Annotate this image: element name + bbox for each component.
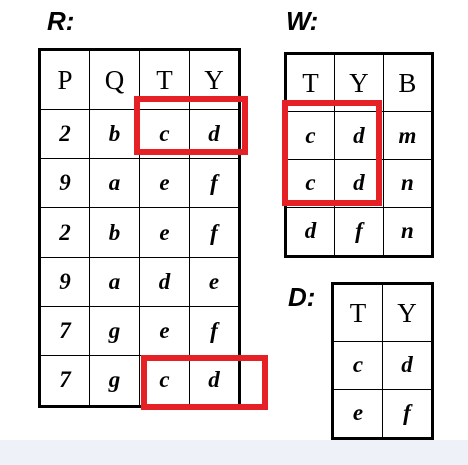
table-cell: f xyxy=(189,305,240,356)
table-header-row: T Y B xyxy=(285,52,434,113)
column-header: T xyxy=(285,52,335,113)
table-cell: c xyxy=(332,341,383,390)
table-cell: e xyxy=(139,207,190,258)
table-cell: a xyxy=(89,256,140,307)
table-cell: d xyxy=(189,109,240,160)
table-cell: 9 xyxy=(39,256,90,307)
column-header: T xyxy=(139,48,190,111)
table-cell: f xyxy=(189,158,240,209)
table-cell: 2 xyxy=(39,207,90,258)
table-cell: 9 xyxy=(39,158,90,209)
table-cell: b xyxy=(89,109,140,160)
table-cell: g xyxy=(89,305,140,356)
table-header-row: T Y xyxy=(332,282,433,343)
relation-w-label: W: xyxy=(286,6,319,36)
column-header: P xyxy=(39,48,90,111)
table-row: c d m xyxy=(285,111,434,160)
background-band xyxy=(0,440,468,465)
table-cell: e xyxy=(139,305,190,356)
table-cell: a xyxy=(89,158,140,209)
column-header: B xyxy=(382,52,434,113)
table-cell: f xyxy=(333,206,384,258)
relation-r-label: R: xyxy=(47,6,75,36)
table-cell: 7 xyxy=(39,305,90,356)
table-cell: 2 xyxy=(39,109,90,160)
table-cell: d xyxy=(285,206,335,258)
table-row: d f n xyxy=(285,206,434,258)
table-row: c d xyxy=(332,341,433,390)
table-cell: d xyxy=(189,354,240,408)
table-cell: d xyxy=(333,111,384,160)
table-cell: 7 xyxy=(39,354,90,408)
relation-w-table: T Y B c d m c d n d f n xyxy=(284,52,434,258)
table-cell: b xyxy=(89,207,140,258)
relation-r-table: P Q T Y 2 b c d 9 a e f 2 b e f 9 a d e … xyxy=(38,48,241,408)
table-cell: g xyxy=(89,354,140,408)
column-header: T xyxy=(332,282,383,343)
column-header: Y xyxy=(189,48,240,111)
table-row: 2 b c d xyxy=(39,109,240,160)
table-cell: e xyxy=(332,388,383,440)
table-cell: d xyxy=(333,158,384,208)
column-header: Q xyxy=(89,48,140,111)
table-row: e f xyxy=(332,388,433,440)
table-row: 9 a e f xyxy=(39,158,240,209)
relation-d-table: T Y c d e f xyxy=(331,282,434,440)
table-cell: d xyxy=(382,341,433,390)
column-header: Y xyxy=(382,282,433,343)
table-cell: c xyxy=(285,158,335,208)
table-cell: f xyxy=(382,388,433,440)
table-cell: n xyxy=(382,206,434,258)
table-row: c d n xyxy=(285,158,434,208)
table-row: 9 a d e xyxy=(39,256,240,307)
table-row: 7 g e f xyxy=(39,305,240,356)
table-cell: c xyxy=(139,109,190,160)
table-cell: c xyxy=(139,354,190,408)
table-cell: e xyxy=(139,158,190,209)
table-row: 2 b e f xyxy=(39,207,240,258)
relation-d-label: D: xyxy=(288,282,316,312)
table-cell: c xyxy=(285,111,335,160)
table-cell: e xyxy=(189,256,240,307)
table-cell: m xyxy=(382,111,434,160)
table-cell: n xyxy=(382,158,434,208)
table-cell: f xyxy=(189,207,240,258)
table-row: 7 g c d xyxy=(39,354,240,408)
table-header-row: P Q T Y xyxy=(39,48,240,111)
table-cell: d xyxy=(139,256,190,307)
column-header: Y xyxy=(333,52,384,113)
